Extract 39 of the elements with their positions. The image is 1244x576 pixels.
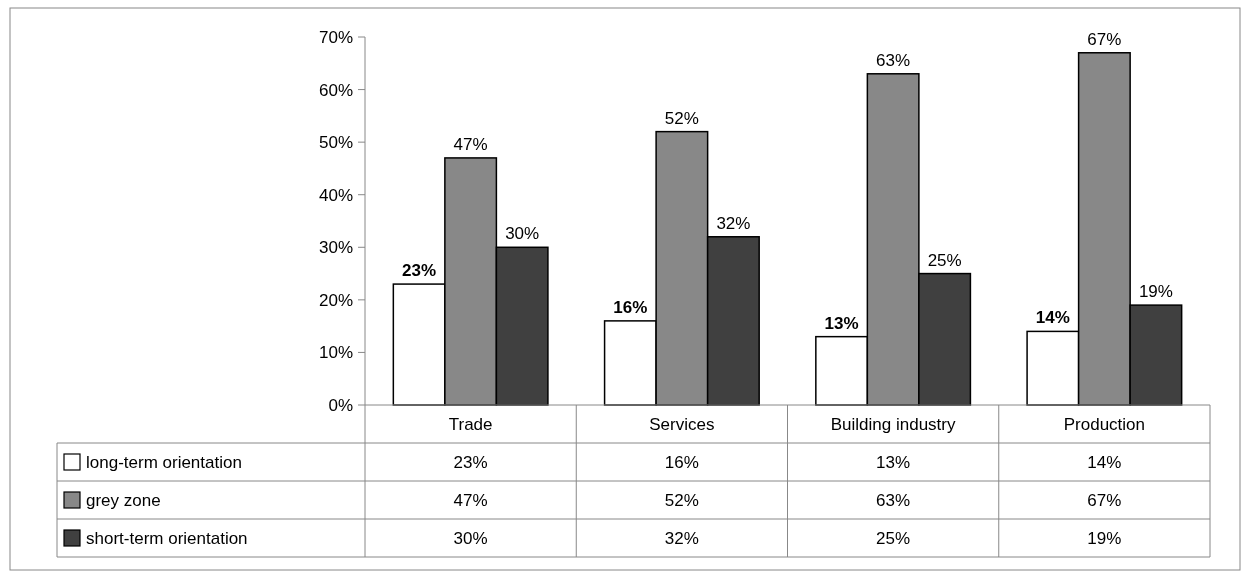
y-tick-label: 60% — [318, 80, 353, 100]
text: 25% — [927, 250, 962, 270]
data-label: 23% — [453, 452, 488, 472]
data-label: 14% — [1087, 452, 1122, 472]
x-tick-label: Services — [649, 414, 715, 434]
legend-label: grey zone — [86, 490, 161, 510]
text: 14% — [1035, 308, 1070, 328]
legend-label: short-term orientation — [86, 528, 248, 548]
data-label: 25% — [876, 528, 911, 548]
data-label: 52% — [664, 490, 699, 510]
data-label: 13% — [876, 452, 911, 472]
y-tick-label: 0% — [328, 395, 353, 415]
text: 67% — [1087, 29, 1122, 49]
data-label: 16% — [664, 452, 699, 472]
x-tick-label: Trade — [448, 414, 493, 434]
text: 47% — [453, 134, 488, 154]
text: 16% — [613, 297, 648, 317]
text: 23% — [402, 261, 437, 281]
text: 19% — [1138, 282, 1173, 302]
y-tick-label: 30% — [318, 238, 353, 258]
text: 13% — [824, 313, 859, 333]
x-tick-label: Production — [1063, 414, 1146, 434]
y-tick-label: 70% — [318, 27, 353, 47]
data-label: 63% — [876, 490, 911, 510]
text: 32% — [716, 213, 751, 233]
x-tick-label: Building industry — [830, 414, 956, 434]
text: 30% — [505, 224, 540, 244]
y-tick-label: 20% — [318, 290, 353, 310]
legend-label: long-term orientation — [86, 452, 242, 472]
y-tick-label: 40% — [318, 185, 353, 205]
text: 52% — [664, 108, 699, 128]
data-label: 32% — [664, 528, 699, 548]
y-tick-label: 50% — [318, 133, 353, 153]
data-label: 47% — [453, 490, 488, 510]
data-label: 30% — [453, 528, 488, 548]
y-tick-label: 10% — [318, 343, 353, 363]
text: 63% — [876, 50, 911, 70]
data-label: 67% — [1087, 490, 1122, 510]
data-label: 19% — [1087, 528, 1122, 548]
